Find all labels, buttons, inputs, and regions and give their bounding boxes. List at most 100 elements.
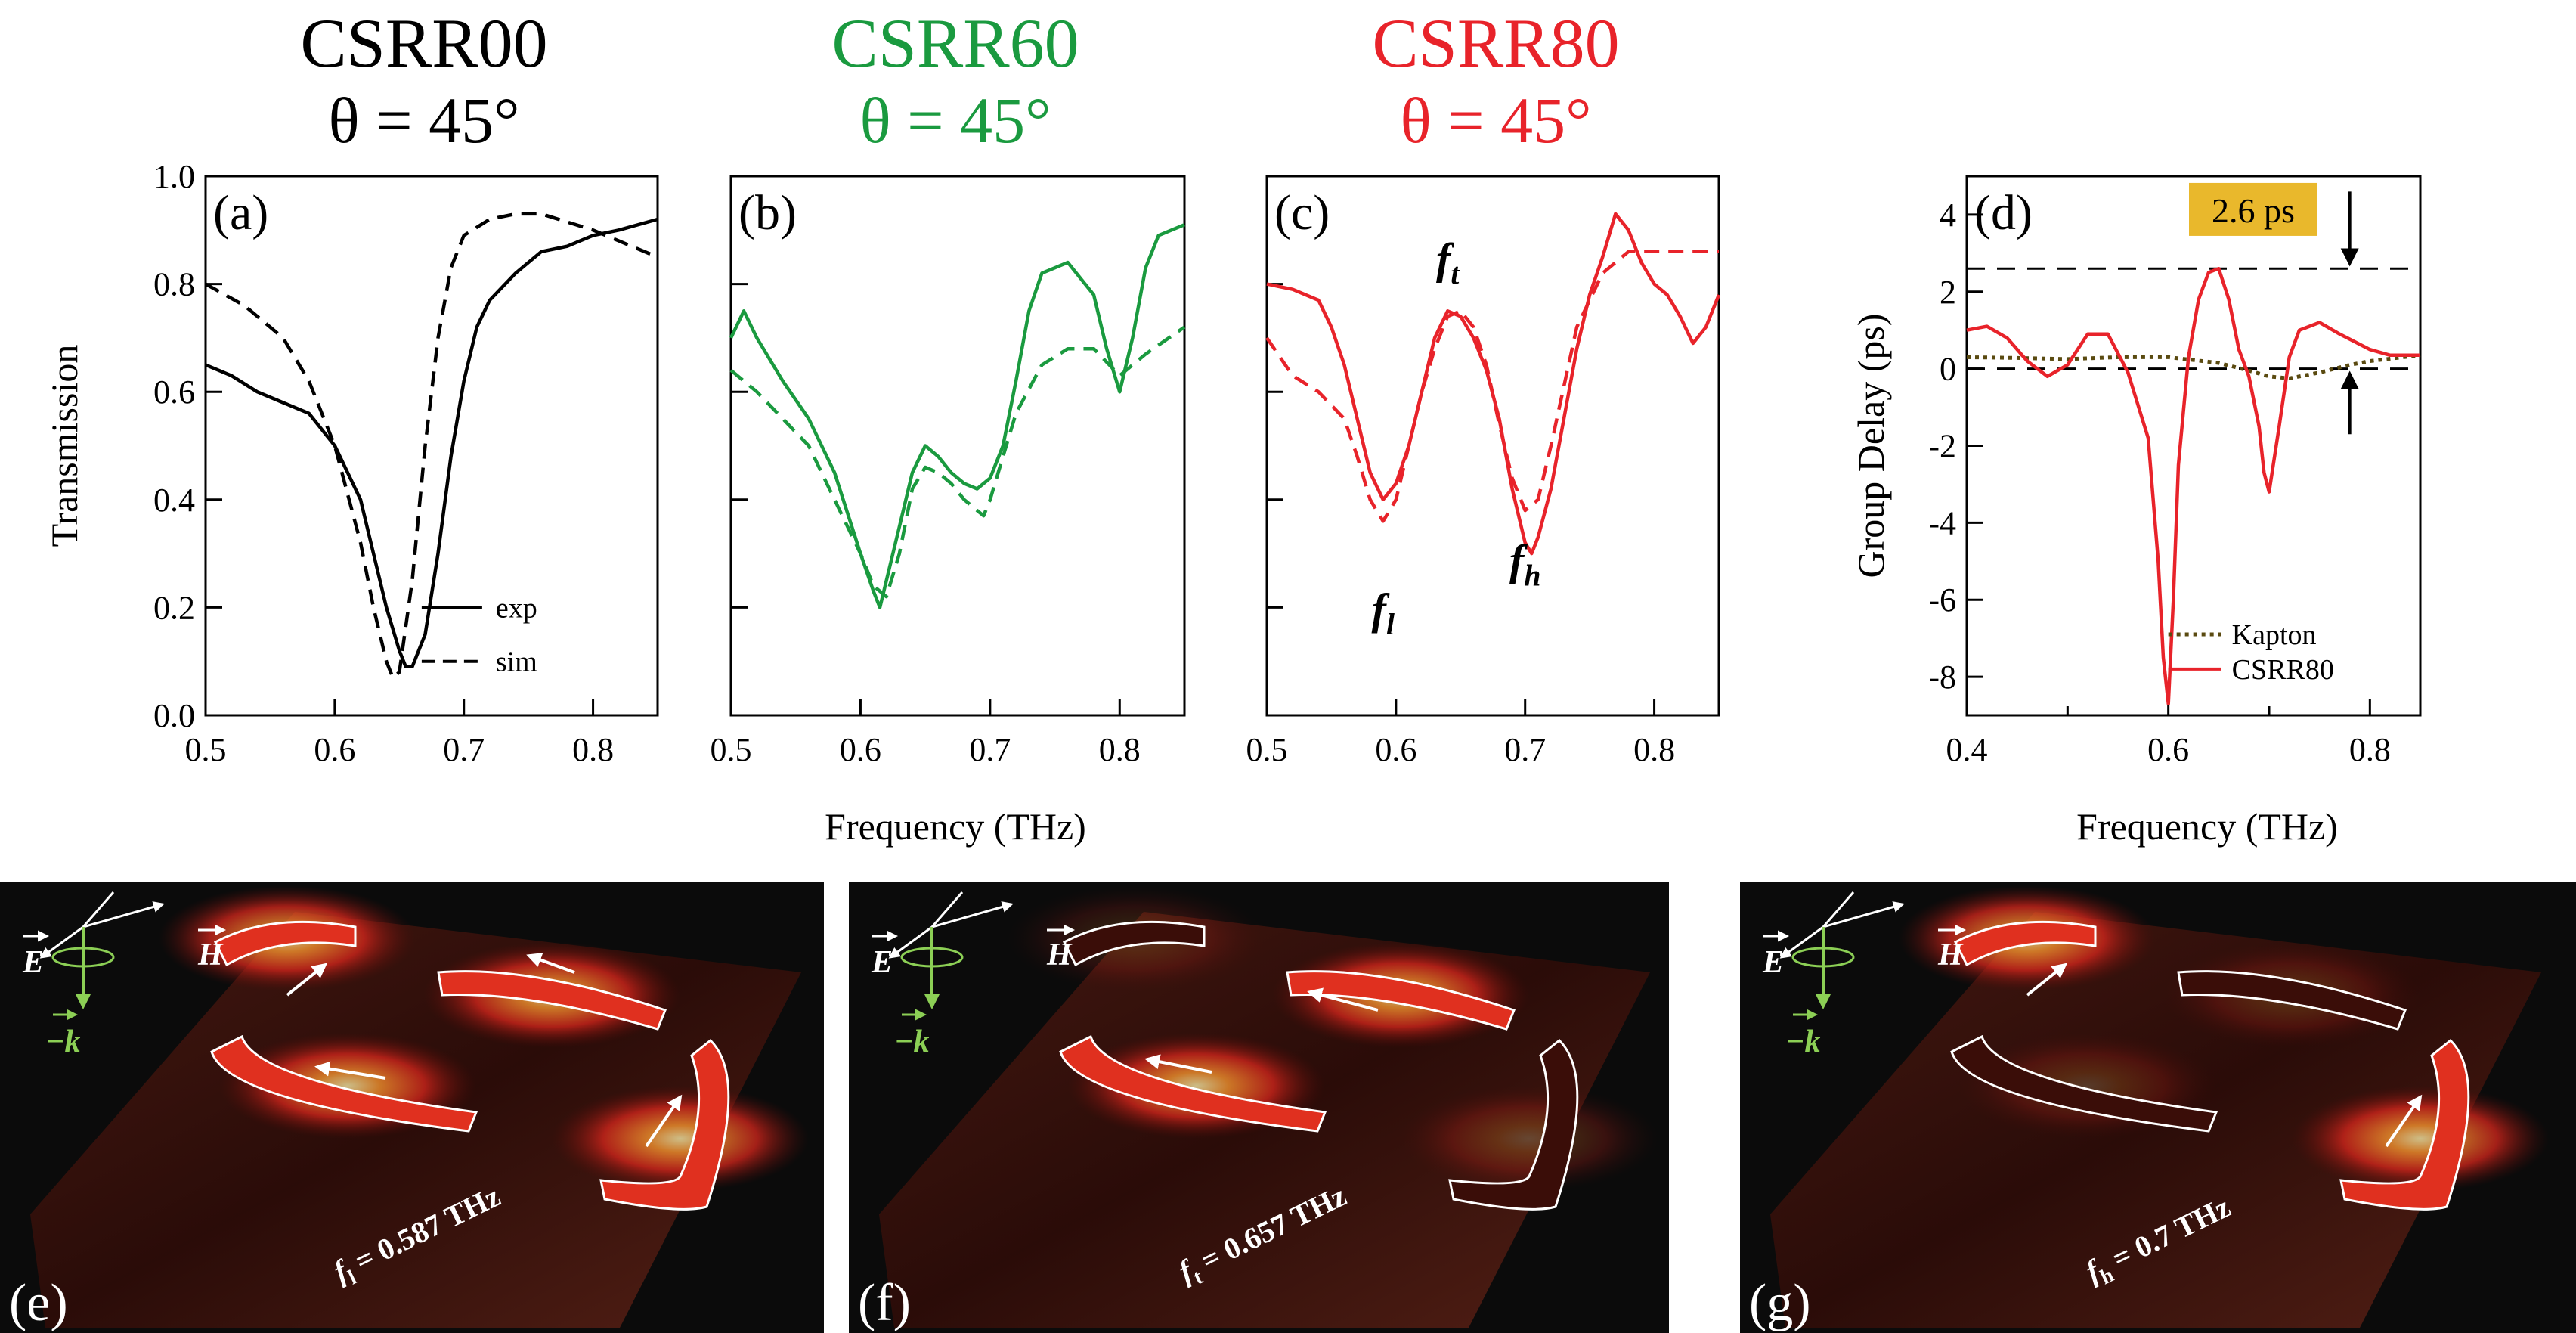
y-axis-title: Group Delay (ps) [1850,314,1892,578]
series-line-solid [1266,212,1721,556]
x-tick-label: 0.5 [1246,731,1288,768]
panel-letter: (a) [213,185,268,240]
k-vector-label: −k [1785,1025,1820,1059]
h-vector-label: H [197,938,224,972]
ring-segment [1059,1034,1327,1133]
x-tick-label: 0.8 [572,731,614,768]
resonance-label-h: fh [1509,536,1541,593]
ring-segment [1954,920,2097,967]
panel-c: 0.5 0.6 0.7 0.8 (c) ft fl fh [1246,175,1721,768]
k-vector-label: −k [894,1025,929,1059]
x-tick-label: 0.7 [1504,731,1546,768]
callout-box [2189,182,2317,236]
xlabel-d: Frequency (THz) [2076,805,2338,848]
field-map-e: E H−k(e)fl = 0.587 THz [0,882,824,1333]
h-vector-label: H [1937,938,1964,972]
callout-text: 2.6 ps [2212,191,2295,230]
headers: CSRR00 θ = 45° CSRR60 θ = 45° CSRR80 θ =… [300,5,1619,157]
resonance-label-t: ft [1436,234,1460,290]
ring-segment [1448,1038,1579,1211]
current-arrow [286,963,328,997]
y-tick-label: 2 [1940,274,1956,311]
polarization-ellipse [1791,947,1855,968]
field-glow [552,1086,809,1192]
ring-segment [1950,1034,2218,1133]
current-arrow [314,1061,386,1080]
ring-segment [2339,1038,2470,1211]
panel-letter: (b) [738,185,797,240]
legend-label-sim: sim [496,646,537,678]
h-field-arrow [82,901,165,928]
y-tick-label: 0.4 [153,482,195,519]
x-tick-label: 0.6 [314,731,355,768]
polarization-ellipse [51,947,115,968]
y-tick-label: 0.6 [153,374,195,411]
x-tick-label: 0.6 [1375,731,1416,768]
x-tick-label: 0.4 [1946,731,1988,768]
field-map-g: E H−k(g)fh = 0.7 THz [1740,882,2576,1333]
x-tick-label: 0.7 [969,731,1011,768]
h-field-arrow [1822,901,1905,928]
y-tick-label: 4 [1940,197,1956,234]
map-letter: (e) [9,1274,68,1332]
x-tick-label: 0.5 [711,731,752,768]
e-field-arrow [39,925,84,959]
x-tick-label: 0.8 [2349,731,2391,768]
x-tick-label: 0.7 [443,731,485,768]
ring-segment [210,1034,478,1133]
x-tick-label: 0.6 [2147,731,2189,768]
y-tick-label: 0.2 [153,589,195,626]
ring-segment [1063,920,1206,967]
x-tick-label: 0.6 [840,731,881,768]
panel-d: 0.4 0.6 0.8 -8 -6 -4 -2 0 2 4 Group Delay (ps) (d) K… [1850,175,2422,768]
header-theta-2: θ = 45° [1400,84,1591,157]
y-tick-label: 1.0 [153,158,195,195]
k-vector-label: −k [45,1025,80,1059]
y-tick-label: 0.8 [153,266,195,303]
panel-letter: (d) [1974,185,2033,240]
header-theta-1: θ = 45° [859,84,1051,157]
plot-frame [204,175,659,717]
series-line-exp [205,217,658,669]
field-glow [1401,1086,1658,1192]
panel-b: 0.5 0.6 0.7 0.8 (b) [711,175,1186,768]
current-arrow [526,953,575,974]
axis-line [930,891,964,928]
map-letter: (f) [858,1274,911,1332]
series-line-CSRR80 [1966,266,2420,705]
header-name-0: CSRR00 [300,5,547,82]
x-tick-label: 0.5 [185,731,227,768]
resonance-label-l: fl [1372,584,1395,641]
panel-a: 0.5 0.6 0.7 0.8 0.0 0.2 0.4 0.6 0.8 1.0 Transmissi… [43,158,659,768]
axis-line [82,891,115,928]
panel-letter: (c) [1274,185,1330,240]
plot-frame [729,175,1186,717]
plot-frame [1265,175,1720,717]
ring-segment [1286,970,1516,1031]
field-map-f: E H−k(f)ft = 0.657 THz [849,882,1669,1333]
e-vector-label: E [871,945,893,980]
x-tick-label: 0.8 [1633,731,1675,768]
xlabel-shared: Frequency (THz) [825,805,1086,848]
field-glow [2292,1086,2549,1192]
legend-label-exp: exp [496,592,537,624]
series-line-dashed [729,325,1186,599]
y-axis-title: Transmission [43,345,85,547]
ring-segment [214,920,357,967]
current-arrow [2026,963,2068,997]
current-arrow [645,1094,683,1148]
e-field-arrow [888,925,933,959]
e-field-arrow [1779,925,1824,959]
ring-segment [599,1038,730,1211]
series-line-Kapton [1966,353,2421,380]
legend-label-kapton: Kapton [2232,619,2317,651]
polarization-ellipse [900,947,964,968]
series-line-solid [729,223,1185,609]
y-tick-label: 0 [1940,351,1956,388]
map-letter: (g) [1749,1274,1811,1332]
e-vector-label: E [1762,945,1784,980]
e-vector-label: E [22,945,44,980]
header-name-1: CSRR60 [831,5,1079,82]
axis-line [1822,891,1855,928]
